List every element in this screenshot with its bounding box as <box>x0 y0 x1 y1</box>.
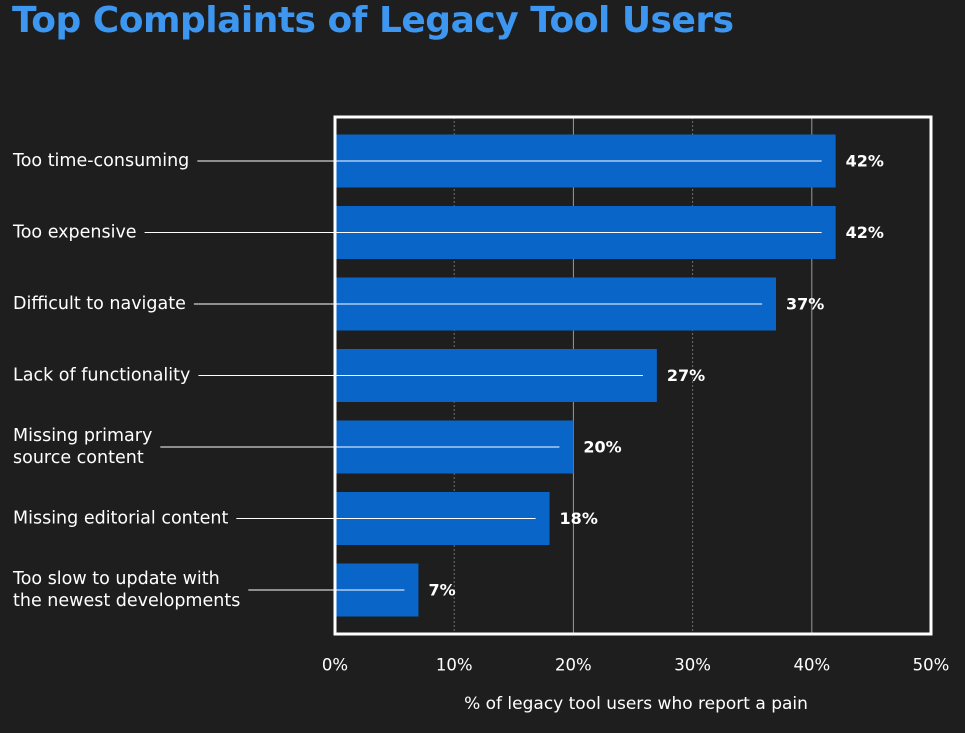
x-tick-label: 30% <box>674 656 711 675</box>
value-label: 42% <box>846 152 884 171</box>
value-label: 37% <box>786 295 824 314</box>
category-label: Missing editorial content <box>13 509 228 529</box>
category-label: Too time-consuming <box>12 151 189 171</box>
value-label: 18% <box>560 509 598 528</box>
value-label: 20% <box>583 438 621 457</box>
category-label: Lack of functionality <box>13 366 190 386</box>
plot-border <box>333 115 933 636</box>
category-label: Missing primary <box>13 426 152 446</box>
x-tick-label: 40% <box>793 656 830 675</box>
value-label: 27% <box>667 366 705 385</box>
category-label: the newest developments <box>13 591 240 611</box>
x-axis-title: % of legacy tool users who report a pain <box>464 694 808 714</box>
value-label: 7% <box>428 581 455 600</box>
x-tick-label: 20% <box>555 656 592 675</box>
category-label: Too expensive <box>12 223 137 243</box>
category-label: Too slow to update with <box>12 569 220 589</box>
x-tick-label: 50% <box>913 656 950 675</box>
category-label: Difficult to navigate <box>13 294 186 314</box>
x-tick-label: 0% <box>322 656 348 675</box>
category-label: source content <box>13 448 144 468</box>
value-label: 42% <box>846 223 884 242</box>
x-tick-label: 10% <box>436 656 473 675</box>
chart-title: Top Complaints of Legacy Tool Users <box>12 0 734 41</box>
